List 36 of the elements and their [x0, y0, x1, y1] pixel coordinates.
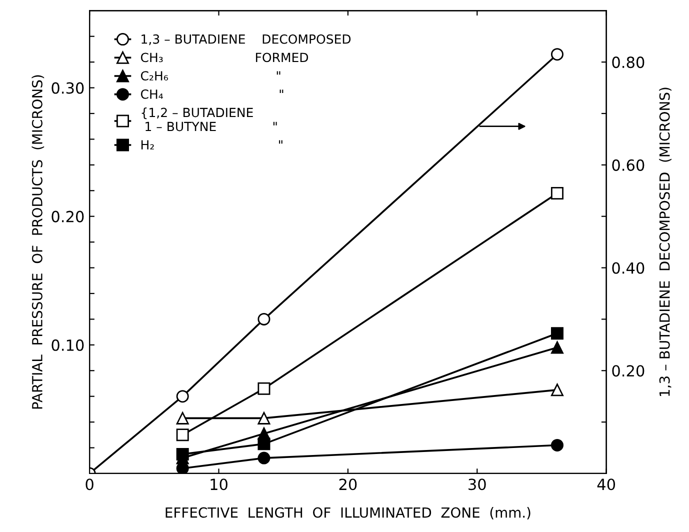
point [176, 412, 189, 424]
legend-label: {1,2 – BUTADIENE 1 – BUTYNE " [142, 108, 277, 132]
point [550, 384, 564, 396]
point [550, 438, 564, 452]
point [258, 312, 270, 326]
point [176, 448, 189, 460]
y2-tick-label: 0.20 [612, 365, 644, 377]
point [258, 412, 270, 424]
legend-label: H₂ " [141, 140, 282, 150]
y2-tick-label: 0.40 [612, 262, 644, 274]
y2-axis-title: 1,3 – BUTADIENE DECOMPOSED (MICRONS) [659, 88, 672, 396]
x-axis-title: EFFECTIVE LENGTH OF ILLUMINATED ZONE (mm.) [166, 507, 530, 520]
point [176, 390, 189, 403]
y2-tick-label: 0.60 [612, 159, 644, 171]
x-tick-label: 20 [339, 478, 357, 490]
point [550, 186, 564, 200]
y-tick-label: 0.10 [52, 339, 84, 351]
legend-label: CH₄ " [140, 89, 284, 99]
x-tick-label: 0 [86, 478, 94, 490]
y-tick-label: 0.20 [52, 210, 84, 222]
point [176, 428, 189, 442]
y-tick-label: 0.30 [52, 82, 84, 94]
legend-label: 1,3 – BUTADIENE DECOMPOSED [142, 34, 351, 46]
y2-tick-label: 0.80 [612, 56, 644, 68]
x-tick-label: 10 [210, 478, 228, 490]
legend-label: CH₃ FORMED [140, 52, 308, 62]
x-tick-label: 40 [597, 478, 616, 490]
point [258, 452, 270, 464]
point [550, 327, 564, 340]
x-tick-label: 30 [468, 478, 486, 490]
point [550, 341, 564, 354]
point [258, 382, 270, 395]
y-axis-title: PARTIAL PRESSURE OF PRODUCTS (MICRONS) [32, 75, 44, 409]
point [258, 438, 270, 450]
point [550, 48, 564, 61]
legend-label: C₂H₆ " [140, 71, 280, 81]
